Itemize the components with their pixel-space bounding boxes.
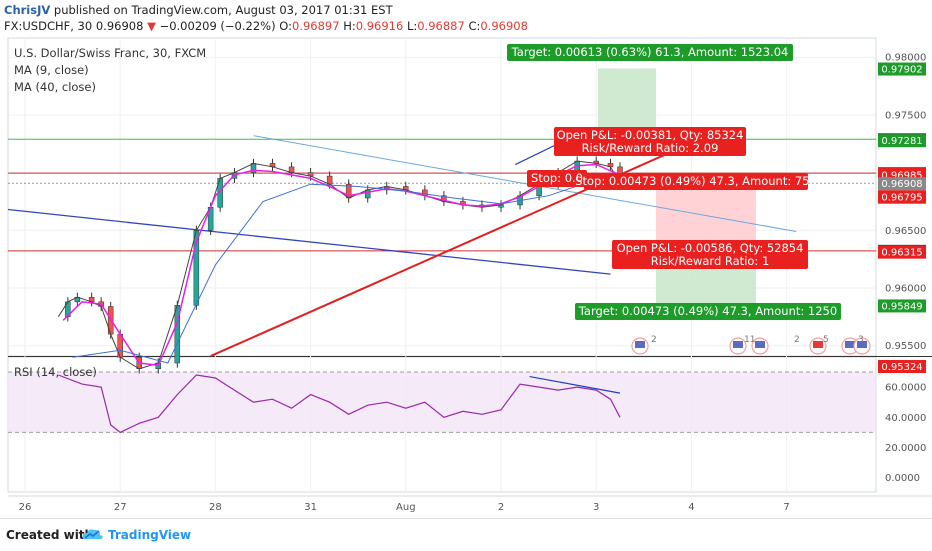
ma40-line <box>72 175 621 364</box>
legend-ma40[interactable]: MA (40, close) <box>14 80 96 94</box>
close-value: 0.96908 <box>480 19 528 33</box>
event-count-label: 11 <box>744 335 755 345</box>
event-count-label: 5 <box>823 335 829 345</box>
divergence-rsi-line <box>529 375 621 394</box>
price-axis-tag-text: 0.96908 <box>881 179 922 190</box>
price-tick-label: 0.97500 <box>885 110 926 121</box>
down-arrow-icon: ▼ <box>147 19 156 33</box>
time-tick-label: 28 <box>209 502 222 513</box>
time-tick-label: 26 <box>19 502 32 513</box>
long-pnl-badge <box>554 127 746 156</box>
short-stop-badge-text: Stop: 0.00473 (0.49%) 47.3, Amount: 750 <box>575 174 817 188</box>
price-axis-tag <box>878 299 926 313</box>
rsi-tick-label: 40.0000 <box>885 413 926 424</box>
short-pnl-badge <box>612 240 808 269</box>
price-axis-tag-text: 0.95324 <box>881 362 922 373</box>
long-pnl-badge-text: Open P&L: -0.00381, Qty: 85324 <box>557 128 744 142</box>
symbol-label: FX:USDCHF, 30 <box>4 19 93 33</box>
low-value: 0.96887 <box>417 19 465 33</box>
short-pnl-badge-text: Open P&L: -0.00586, Qty: 52854 <box>617 241 804 255</box>
channel-upper-line <box>253 135 797 232</box>
time-tick-label: Aug <box>396 502 416 513</box>
event-count-label: 2 <box>651 335 657 345</box>
open-label: O: <box>279 19 292 33</box>
event-flag-fill <box>813 341 823 348</box>
created-with-label: Created with <box>6 528 94 542</box>
event-flag-fill <box>733 341 743 348</box>
price-axis-tag-text: 0.96315 <box>881 248 922 259</box>
time-tick-label: 7 <box>783 502 789 513</box>
event-count-label: 2 <box>794 335 800 345</box>
open-value: 0.96897 <box>291 19 340 33</box>
price-axis-tag <box>878 62 926 76</box>
footer-bar: Created with TradingView <box>0 518 932 551</box>
short-target-badge <box>575 303 841 320</box>
short-pnl-badge-text: Risk/Reward Ratio: 1 <box>651 254 770 268</box>
chart-canvas[interactable]: 0.980000.975000.970000.965000.960000.955… <box>0 0 932 518</box>
event-count-label: 3 <box>858 335 864 345</box>
short-stop-badge <box>584 173 808 190</box>
price-axis-tag <box>878 134 926 148</box>
long-target-badge-text: Target: 0.00613 (0.63%) 61.3, Amount: 15… <box>511 45 789 59</box>
price-close-line <box>57 160 621 370</box>
legend-title: U.S. Dollar/Swiss Franc, 30, FXCM <box>14 46 207 60</box>
event-flag-fill <box>635 341 645 348</box>
long-target-badge <box>507 44 793 61</box>
author-name[interactable]: ChrisJV <box>4 3 51 17</box>
quote-header: FX:USDCHF, 30 0.96908 ▼ −0.00209 (−0.22%… <box>4 19 528 33</box>
price-change: −0.00209 (−0.22%) <box>159 19 276 33</box>
long-stop-badge-text: Stop: 0.0 <box>531 171 583 185</box>
time-tick-label: 4 <box>688 502 694 513</box>
rsi-band <box>8 372 876 433</box>
price-tick-label: 0.95500 <box>885 341 926 352</box>
price-axis-tag-text: 0.96795 <box>881 192 922 203</box>
long-pnl-badge-text: Risk/Reward Ratio: 2.09 <box>582 141 719 155</box>
event-flag-fill <box>857 341 867 348</box>
legend-ma9[interactable]: MA (9, close) <box>14 63 89 77</box>
price-axis-tag <box>878 177 926 191</box>
close-label: C: <box>468 19 481 33</box>
high-value: 0.96916 <box>355 19 404 33</box>
price-tick-label: 0.96500 <box>885 226 926 237</box>
legend-rsi[interactable]: RSI (14, close) <box>14 365 97 379</box>
published-text: published on TradingView.com, August 03,… <box>53 3 393 17</box>
event-flag-fill <box>845 341 855 348</box>
ma9-line <box>62 163 621 367</box>
event-flag-fill <box>755 341 765 348</box>
short-target-badge-text: Target: 0.00473 (0.49%) 47.3, Amount: 12… <box>578 304 837 318</box>
rsi-tick-label: 0.0000 <box>885 473 920 484</box>
high-label: H: <box>343 19 356 33</box>
rsi-tick-label: 20.0000 <box>885 443 926 454</box>
price-axis-tag <box>878 360 926 373</box>
low-label: L: <box>406 19 418 33</box>
divergence-price-line <box>515 143 559 166</box>
publish-header: ChrisJV published on TradingView.com, Au… <box>4 3 393 17</box>
long-stop-badge <box>527 170 587 187</box>
time-tick-label: 27 <box>114 502 127 513</box>
price-axis-tag <box>878 190 926 204</box>
tradingview-cloud-icon <box>82 529 103 539</box>
channel-lower-line <box>7 208 611 275</box>
price-tick-label: 0.98000 <box>885 53 926 64</box>
time-tick-label: 31 <box>304 502 317 513</box>
price-tick-label: 0.96000 <box>885 284 926 295</box>
price-axis-tag-text: 0.97281 <box>881 136 922 147</box>
price-axis-tag <box>878 245 926 259</box>
last-price: 0.96908 <box>95 19 144 33</box>
rsi-line <box>58 374 621 434</box>
time-tick-label: 3 <box>593 502 599 513</box>
tradingview-brand[interactable]: TradingView <box>108 528 192 542</box>
price-axis-tag-text: 0.96985 <box>881 170 922 181</box>
time-tick-label: 2 <box>498 502 504 513</box>
price-axis-tag-text: 0.95849 <box>881 301 922 312</box>
rsi-tick-label: 60.0000 <box>885 383 926 394</box>
price-axis-tag-text: 0.97902 <box>881 65 922 76</box>
